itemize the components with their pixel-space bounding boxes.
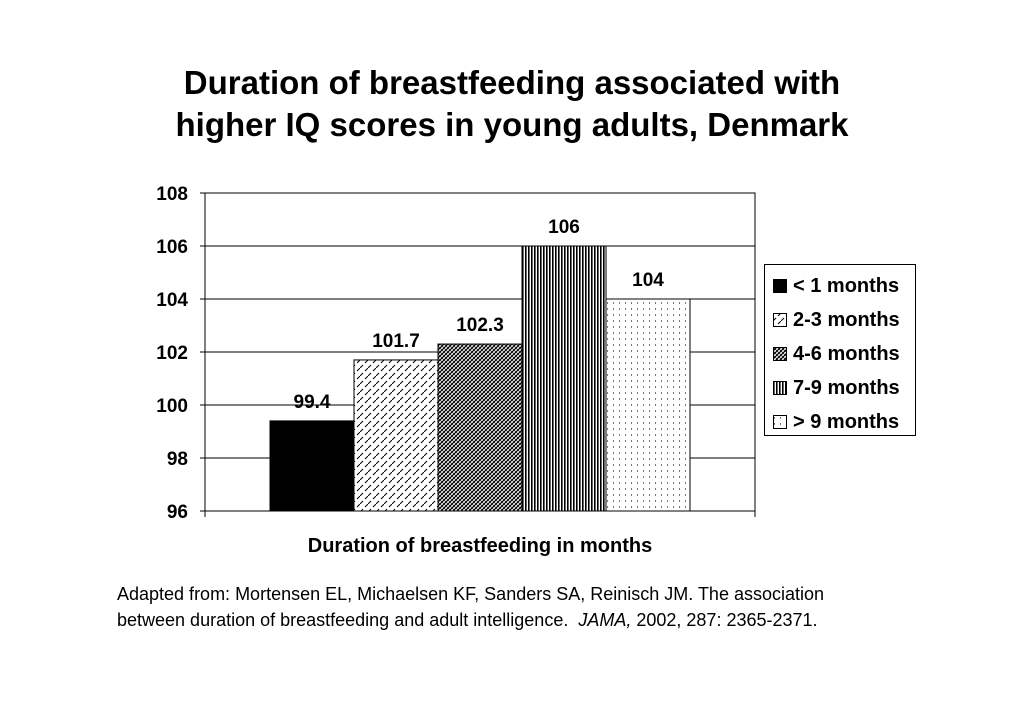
bar-2: [353, 359, 439, 512]
chart-title-line-2: higher IQ scores in young adults, Denmar…: [175, 106, 849, 143]
data-labels: 99.4 101.7 102.3 106 104: [294, 217, 665, 413]
source-citation: Adapted from: Mortensen EL, Michaelsen K…: [117, 581, 977, 633]
legend-item-5: > 9 months: [773, 410, 899, 434]
legend-swatch-5: [773, 415, 787, 429]
legend-label-4: 7-9 months: [793, 376, 900, 399]
bar-3: [437, 343, 523, 512]
legend-label-3: 4-6 months: [793, 342, 900, 365]
y-tick-label: 108: [156, 184, 188, 205]
legend: < 1 months 2-3 months 4-6 months 7-9 mon…: [764, 264, 916, 436]
chart-title: Duration of breastfeeding associated wit…: [0, 62, 1024, 146]
bar-4: [521, 245, 607, 512]
y-tick-label: 106: [156, 237, 188, 258]
data-label-5: 104: [632, 270, 664, 291]
chart-title-line-1: Duration of breastfeeding associated wit…: [183, 64, 841, 101]
source-line-2-prefix: between duration of breastfeeding and ad…: [117, 610, 579, 630]
y-tick-label: 98: [167, 449, 188, 470]
bar-1: [269, 420, 355, 512]
legend-item-1: < 1 months: [773, 274, 899, 298]
legend-swatch-3: [773, 347, 787, 361]
legend-swatch-1: [773, 279, 787, 293]
bars: [269, 245, 691, 512]
y-tick-labels: 96 98 100 102 104 106 108: [156, 184, 188, 523]
source-line-2-suffix: 2002, 287: 2365-2371.: [631, 610, 818, 630]
y-tick-label: 100: [156, 396, 188, 417]
y-tick-label: 104: [156, 290, 188, 311]
legend-item-4: 7-9 months: [773, 376, 900, 400]
data-label-4: 106: [548, 217, 580, 238]
data-label-2: 101.7: [372, 331, 420, 352]
legend-swatch-4: [773, 381, 787, 395]
y-tick-label: 96: [167, 502, 188, 523]
legend-item-2: 2-3 months: [773, 308, 900, 332]
data-label-3: 102.3: [456, 315, 504, 336]
y-tick-label: 102: [156, 343, 188, 364]
bar-5: [605, 298, 691, 512]
source-journal: JAMA,: [578, 610, 632, 630]
legend-swatch-2: [773, 313, 787, 327]
source-line-2: between duration of breastfeeding and ad…: [117, 607, 977, 633]
legend-label-1: < 1 months: [793, 274, 900, 297]
legend-label-2: 2-3 months: [793, 308, 900, 331]
legend-item-3: 4-6 months: [773, 342, 900, 366]
x-axis-label: Duration of breastfeeding in months: [307, 535, 653, 557]
data-label-1: 99.4: [294, 392, 331, 413]
legend-label-5: > 9 months: [793, 410, 900, 433]
source-line-1: Adapted from: Mortensen EL, Michaelsen K…: [117, 584, 825, 604]
